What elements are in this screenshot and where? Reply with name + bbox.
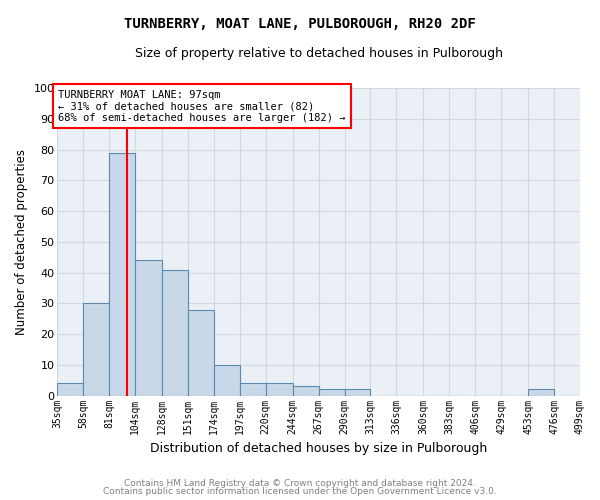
Title: Size of property relative to detached houses in Pulborough: Size of property relative to detached ho…: [134, 48, 503, 60]
Bar: [109, 152, 135, 396]
Bar: [83, 304, 109, 396]
Text: Contains HM Land Registry data © Crown copyright and database right 2024.: Contains HM Land Registry data © Crown c…: [124, 478, 476, 488]
Y-axis label: Number of detached properties: Number of detached properties: [15, 149, 28, 335]
Bar: [214, 365, 240, 396]
Bar: [319, 390, 344, 396]
Text: TURNBERRY, MOAT LANE, PULBOROUGH, RH20 2DF: TURNBERRY, MOAT LANE, PULBOROUGH, RH20 2…: [124, 18, 476, 32]
Bar: [240, 384, 266, 396]
Bar: [266, 384, 293, 396]
Text: Contains public sector information licensed under the Open Government Licence v3: Contains public sector information licen…: [103, 487, 497, 496]
Text: TURNBERRY MOAT LANE: 97sqm
← 31% of detached houses are smaller (82)
68% of semi: TURNBERRY MOAT LANE: 97sqm ← 31% of deta…: [58, 90, 346, 123]
Bar: [293, 386, 319, 396]
Bar: [188, 310, 214, 396]
Bar: [58, 384, 83, 396]
Bar: [162, 270, 188, 396]
Bar: [344, 390, 370, 396]
Bar: [528, 390, 554, 396]
Bar: [135, 260, 162, 396]
X-axis label: Distribution of detached houses by size in Pulborough: Distribution of detached houses by size …: [150, 442, 487, 455]
